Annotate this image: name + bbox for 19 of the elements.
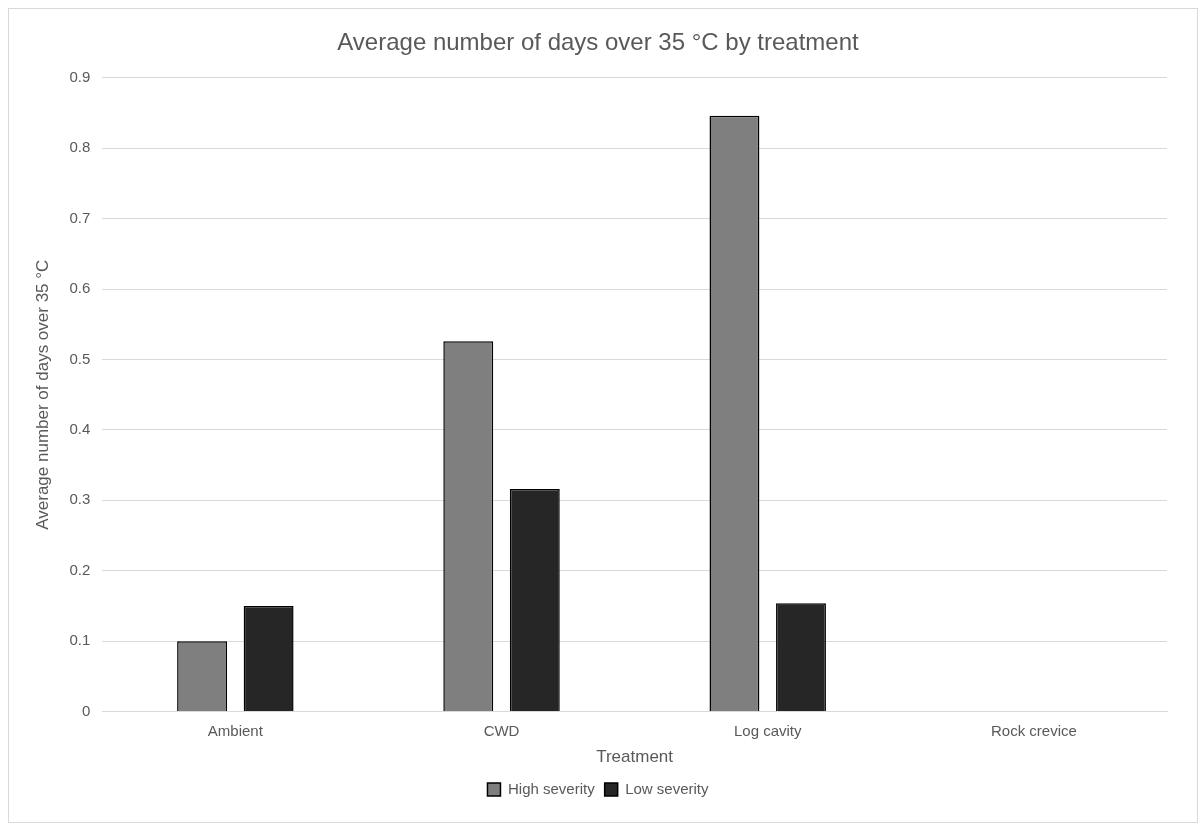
x-tick-label: CWD — [483, 721, 520, 739]
y-tick-label: 0.9 — [69, 67, 91, 85]
x-tick-label: Ambient — [207, 721, 264, 739]
legend-label: High severity — [507, 779, 596, 797]
legend-label: Low severity — [625, 779, 710, 797]
y-axis-title: Average number of days over 35 °C — [32, 259, 52, 530]
y-tick-label: 0.6 — [69, 279, 91, 297]
y-tick-label: 0.8 — [69, 138, 91, 156]
y-tick-label: 0.2 — [69, 560, 91, 578]
y-tick-label: 0.5 — [69, 349, 91, 367]
y-tick-label: 0 — [81, 701, 91, 719]
x-axis-title: Treatment — [596, 747, 674, 767]
y-tick-label: 0.3 — [69, 490, 91, 508]
y-tick-label: 0.1 — [69, 631, 91, 649]
chart-title: Average number of days over 35 °C by treatment — [337, 28, 860, 56]
x-tick-label: Log cavity — [733, 721, 802, 739]
x-tick-label: Rock crevice — [990, 721, 1077, 739]
y-tick-label: 0.7 — [69, 208, 91, 226]
y-tick-label: 0.4 — [69, 420, 91, 438]
